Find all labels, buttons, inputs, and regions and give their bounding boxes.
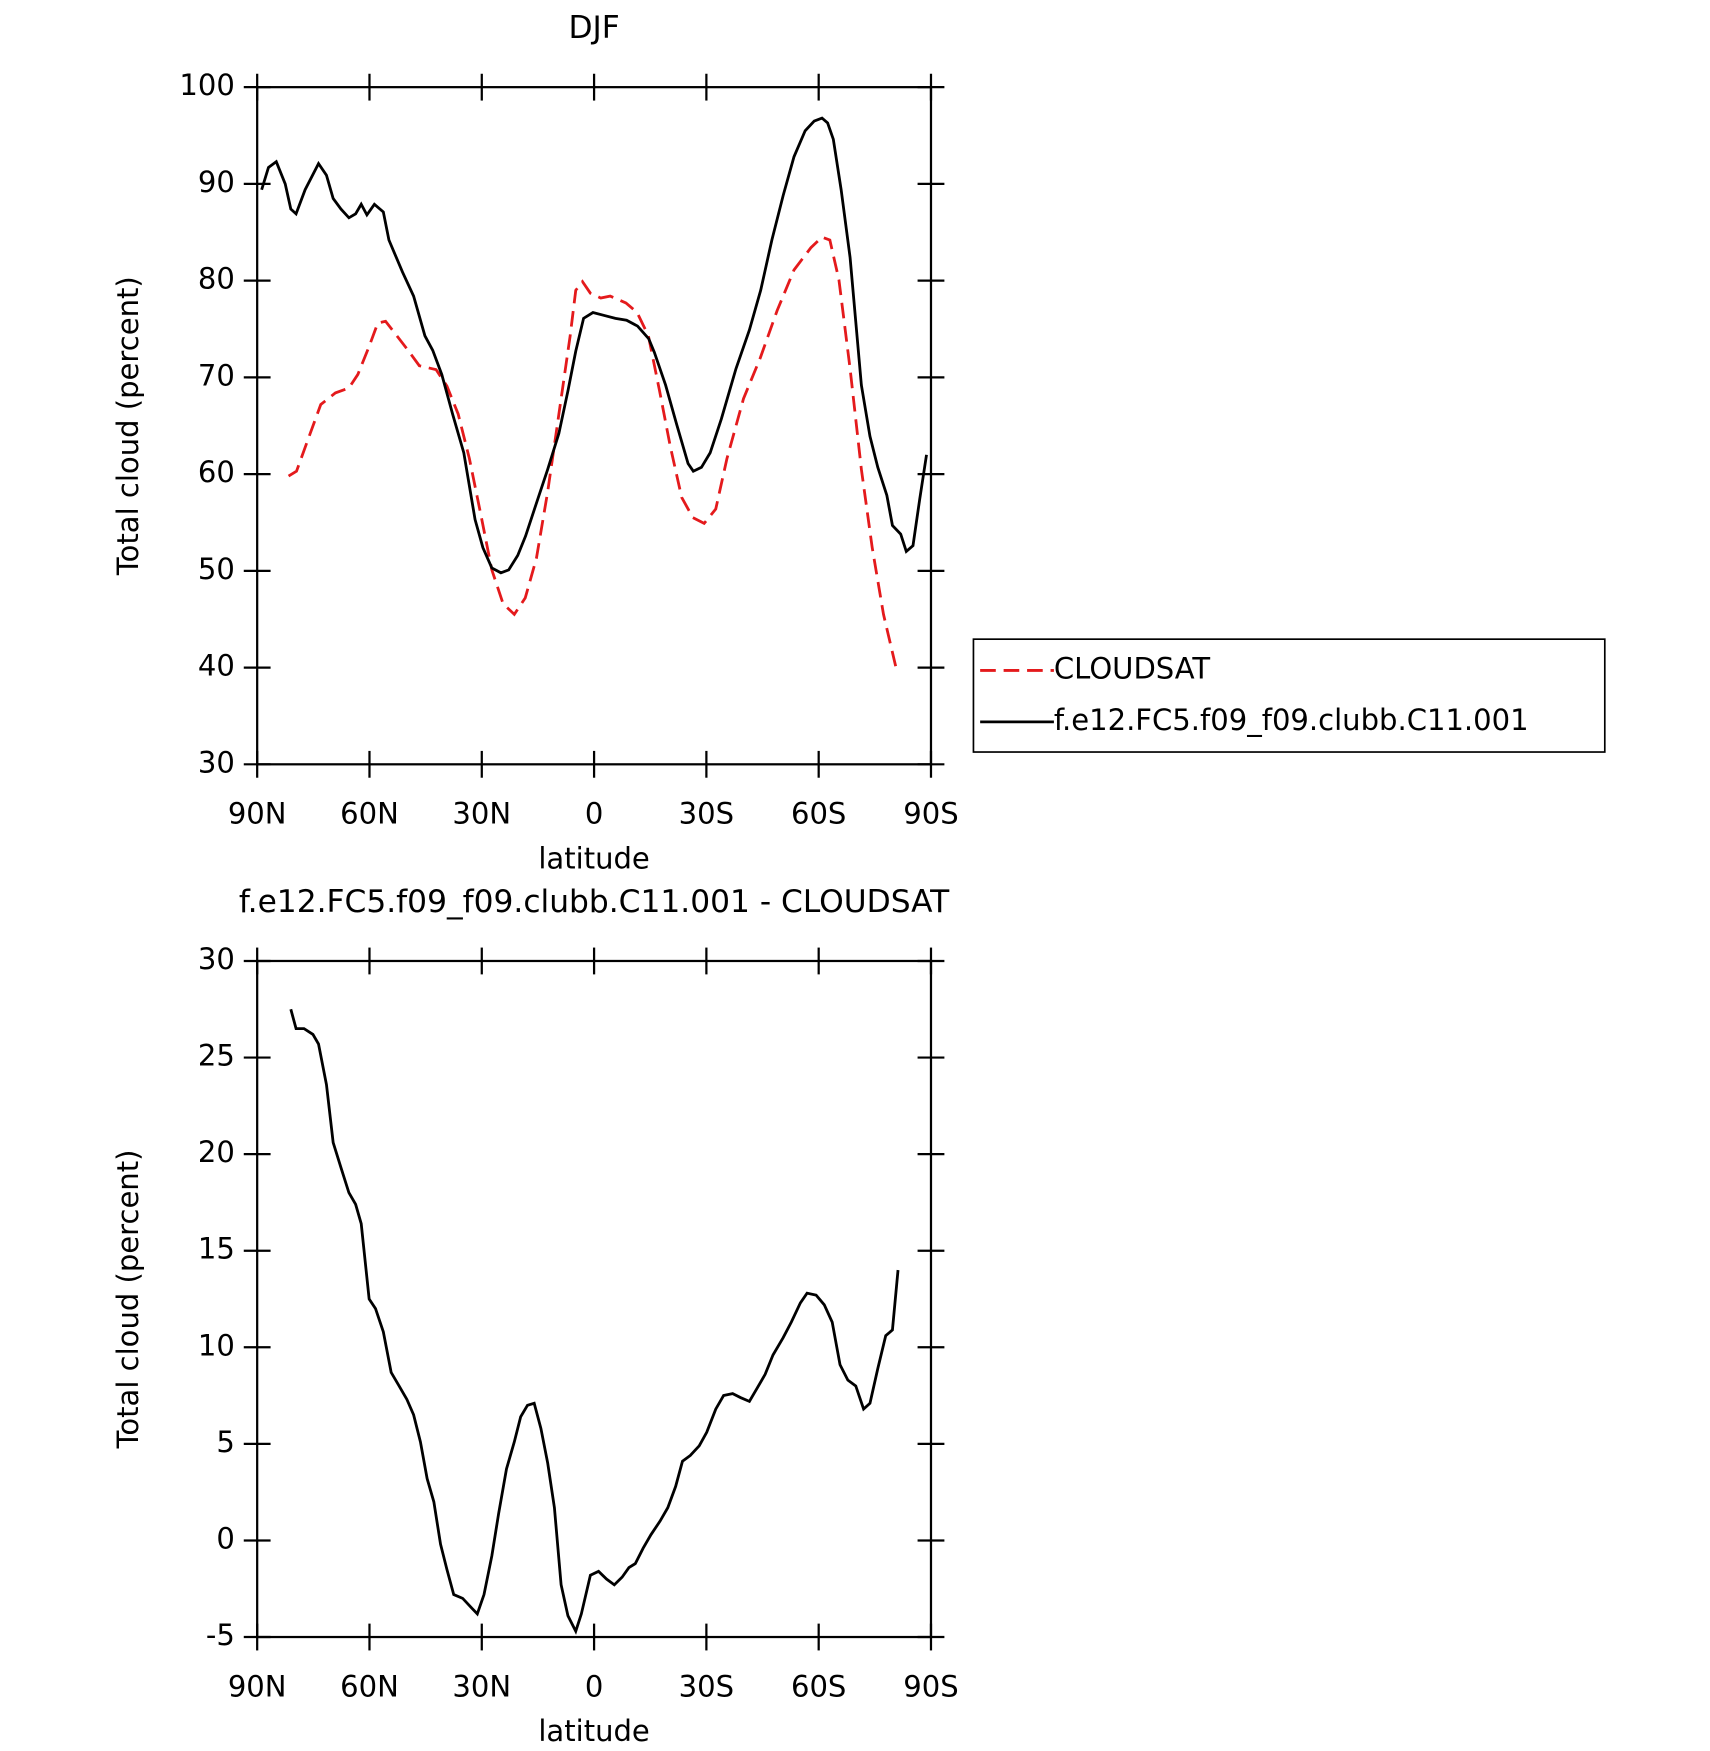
x-tick-label: 60N — [340, 1669, 399, 1703]
x-tick-label: 30S — [679, 797, 734, 831]
y-tick-label: 15 — [198, 1232, 235, 1266]
y-tick-label: -5 — [206, 1618, 235, 1652]
chart-title: DJF — [568, 10, 619, 46]
x-tick-label: 60S — [791, 797, 846, 831]
x-tick-label: 90N — [228, 797, 287, 831]
x-tick-label: 90N — [228, 1669, 287, 1703]
y-tick-label: 60 — [198, 455, 235, 489]
y-tick-label: 25 — [198, 1039, 235, 1073]
y-tick-label: 40 — [198, 649, 235, 683]
legend-label: CLOUDSAT — [1054, 651, 1211, 685]
y-tick-label: 0 — [216, 1521, 234, 1555]
data-line — [260, 116, 928, 575]
y-tick-label: 100 — [179, 68, 234, 102]
y-tick-label: 80 — [198, 262, 235, 296]
x-tick-label: 0 — [585, 797, 603, 831]
x-tick-label: 60S — [791, 1669, 846, 1703]
y-tick-label: 5 — [216, 1425, 234, 1459]
y-tick-label: 30 — [198, 745, 235, 779]
y-tick-label: 10 — [198, 1328, 235, 1362]
x-tick-label: 30N — [452, 1669, 511, 1703]
y-tick-label: 90 — [198, 165, 235, 199]
plot-frame — [256, 959, 933, 1639]
legend-label: f.e12.FC5.f09_f09.clubb.C11.001 — [1054, 703, 1529, 737]
y-tick-label: 30 — [198, 942, 235, 976]
y-tick-label: 20 — [198, 1135, 235, 1169]
y-axis-label: Total cloud (percent) — [111, 1150, 145, 1450]
x-axis-label: latitude — [538, 1714, 649, 1748]
y-tick-label: 70 — [198, 358, 235, 392]
x-tick-label: 0 — [585, 1669, 603, 1703]
x-tick-label: 30N — [452, 797, 511, 831]
x-tick-label: 90S — [903, 1669, 958, 1703]
y-tick-label: 50 — [198, 552, 235, 586]
x-axis-label: latitude — [538, 841, 649, 875]
y-axis-label: Total cloud (percent) — [111, 276, 145, 576]
x-tick-label: 60N — [340, 797, 399, 831]
chart-title: f.e12.FC5.f09_f09.clubb.C11.001 - CLOUDS… — [239, 884, 950, 920]
legend-box — [972, 638, 1606, 753]
plot-frame — [256, 86, 933, 766]
data-line — [287, 235, 899, 672]
x-tick-label: 30S — [679, 1669, 734, 1703]
data-line — [289, 1008, 900, 1635]
x-tick-label: 90S — [903, 797, 958, 831]
